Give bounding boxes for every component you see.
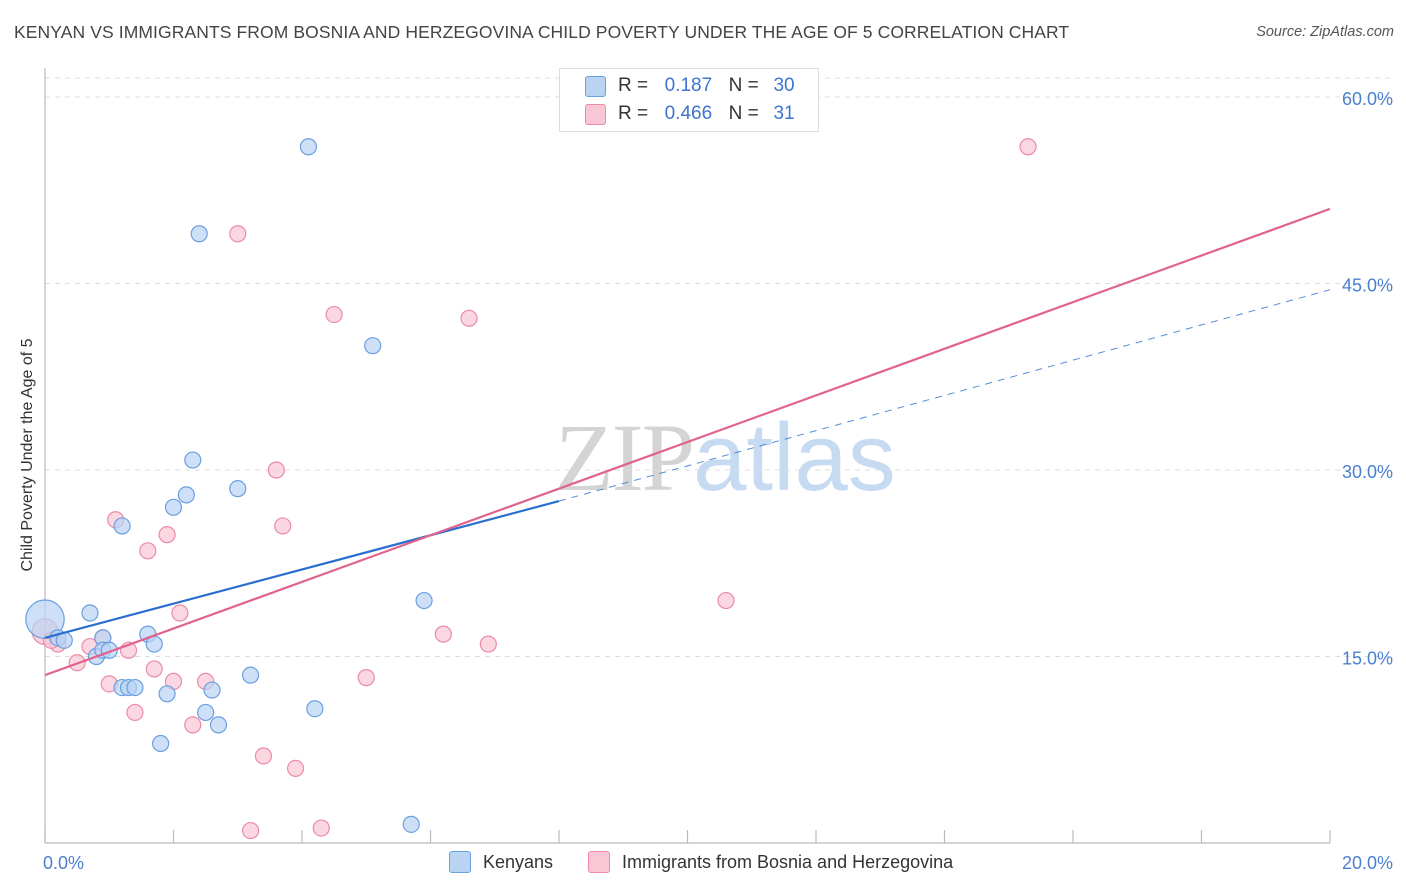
kenyans-point bbox=[190, 225, 208, 243]
source-label: Source: ZipAtlas.com bbox=[1256, 24, 1394, 40]
stats-legend-row-bosnia: R = 0.466 N = 31 bbox=[585, 102, 804, 126]
kenyans-point bbox=[81, 604, 99, 622]
r-label: R = bbox=[618, 103, 649, 124]
legend-label-bosnia: Immigrants from Bosnia and Herzegovina bbox=[622, 851, 954, 872]
watermark-atlas: atlas bbox=[693, 404, 896, 511]
kenyans-point bbox=[164, 498, 183, 516]
r-value: 0.187 bbox=[664, 75, 713, 96]
bosnia-point bbox=[126, 703, 144, 722]
watermark-zip: ZIP bbox=[555, 404, 695, 511]
bosnia-point bbox=[158, 526, 176, 544]
kenyans-point bbox=[113, 517, 131, 535]
bosnia-point bbox=[145, 660, 163, 678]
kenyans-point bbox=[158, 685, 176, 703]
legend-label-kenyans: Kenyans bbox=[483, 851, 554, 872]
kenyans-trend-line bbox=[44, 500, 560, 639]
kenyans-point bbox=[402, 815, 420, 833]
bosnia-point bbox=[171, 604, 189, 622]
x-tick-label: 20.0% bbox=[1342, 853, 1393, 873]
kenyans-point bbox=[177, 486, 195, 504]
x-tick-label: 0.0% bbox=[43, 853, 84, 873]
r-value: 0.466 bbox=[664, 103, 713, 124]
bosnia-point bbox=[274, 517, 292, 535]
kenyans-point bbox=[126, 678, 144, 697]
chart-title: KENYAN VS IMMIGRANTS FROM BOSNIA AND HER… bbox=[14, 22, 1070, 42]
bosnia-point bbox=[184, 716, 202, 734]
watermark: ZIPatlas bbox=[555, 402, 896, 513]
bosnia-point bbox=[229, 225, 247, 243]
bosnia-point bbox=[479, 635, 497, 653]
bosnia-point bbox=[139, 542, 157, 560]
legend-item-kenyans: Kenyans bbox=[449, 851, 553, 873]
kenyans-point bbox=[306, 700, 324, 718]
kenyans-point bbox=[203, 681, 221, 699]
kenyans-trend-extension bbox=[558, 289, 1331, 502]
y-tick-label: 15.0% bbox=[1342, 649, 1393, 669]
kenyans-point bbox=[415, 591, 433, 610]
bosnia-point bbox=[242, 821, 260, 840]
n-value: 31 bbox=[773, 103, 795, 124]
series-legend: Kenyans Immigrants from Bosnia and Herze… bbox=[0, 851, 1406, 877]
kenyans-point bbox=[197, 703, 215, 722]
kenyans-swatch bbox=[585, 75, 606, 97]
bosnia-legend-swatch bbox=[588, 851, 610, 873]
kenyans-point bbox=[25, 599, 65, 640]
kenyans-point bbox=[229, 480, 247, 498]
n-label: N = bbox=[728, 103, 759, 124]
y-tick-label: 45.0% bbox=[1342, 276, 1393, 296]
kenyans-point bbox=[299, 138, 318, 156]
kenyans-point bbox=[184, 451, 202, 469]
bosnia-point bbox=[325, 305, 343, 324]
legend-item-bosnia: Immigrants from Bosnia and Herzegovina bbox=[588, 851, 953, 873]
y-tick-label: 30.0% bbox=[1342, 462, 1393, 482]
r-label: R = bbox=[618, 75, 649, 96]
bosnia-point bbox=[717, 591, 735, 610]
kenyans-point bbox=[209, 716, 228, 734]
n-value: 30 bbox=[773, 75, 795, 96]
stats-legend-row-kenyans: R = 0.187 N = 30 bbox=[585, 74, 804, 98]
bosnia-swatch bbox=[585, 103, 606, 125]
y-tick-label: 60.0% bbox=[1342, 89, 1393, 109]
bosnia-point bbox=[254, 747, 273, 765]
kenyans-legend-swatch bbox=[449, 851, 471, 873]
n-label: N = bbox=[728, 75, 759, 96]
bosnia-point bbox=[312, 819, 330, 837]
bosnia-point bbox=[357, 669, 375, 687]
stats-legend: R = 0.187 N = 30 R = 0.466 N = 31 bbox=[559, 68, 819, 132]
bosnia-point bbox=[434, 625, 452, 643]
kenyans-point bbox=[364, 337, 382, 355]
kenyans-point bbox=[242, 666, 260, 684]
bosnia-point bbox=[267, 461, 285, 479]
bosnia-point bbox=[460, 309, 478, 327]
bosnia-point bbox=[286, 759, 305, 778]
bosnia-trend-line bbox=[44, 207, 1331, 677]
bosnia-point bbox=[1019, 138, 1037, 156]
kenyans-point bbox=[152, 734, 170, 753]
